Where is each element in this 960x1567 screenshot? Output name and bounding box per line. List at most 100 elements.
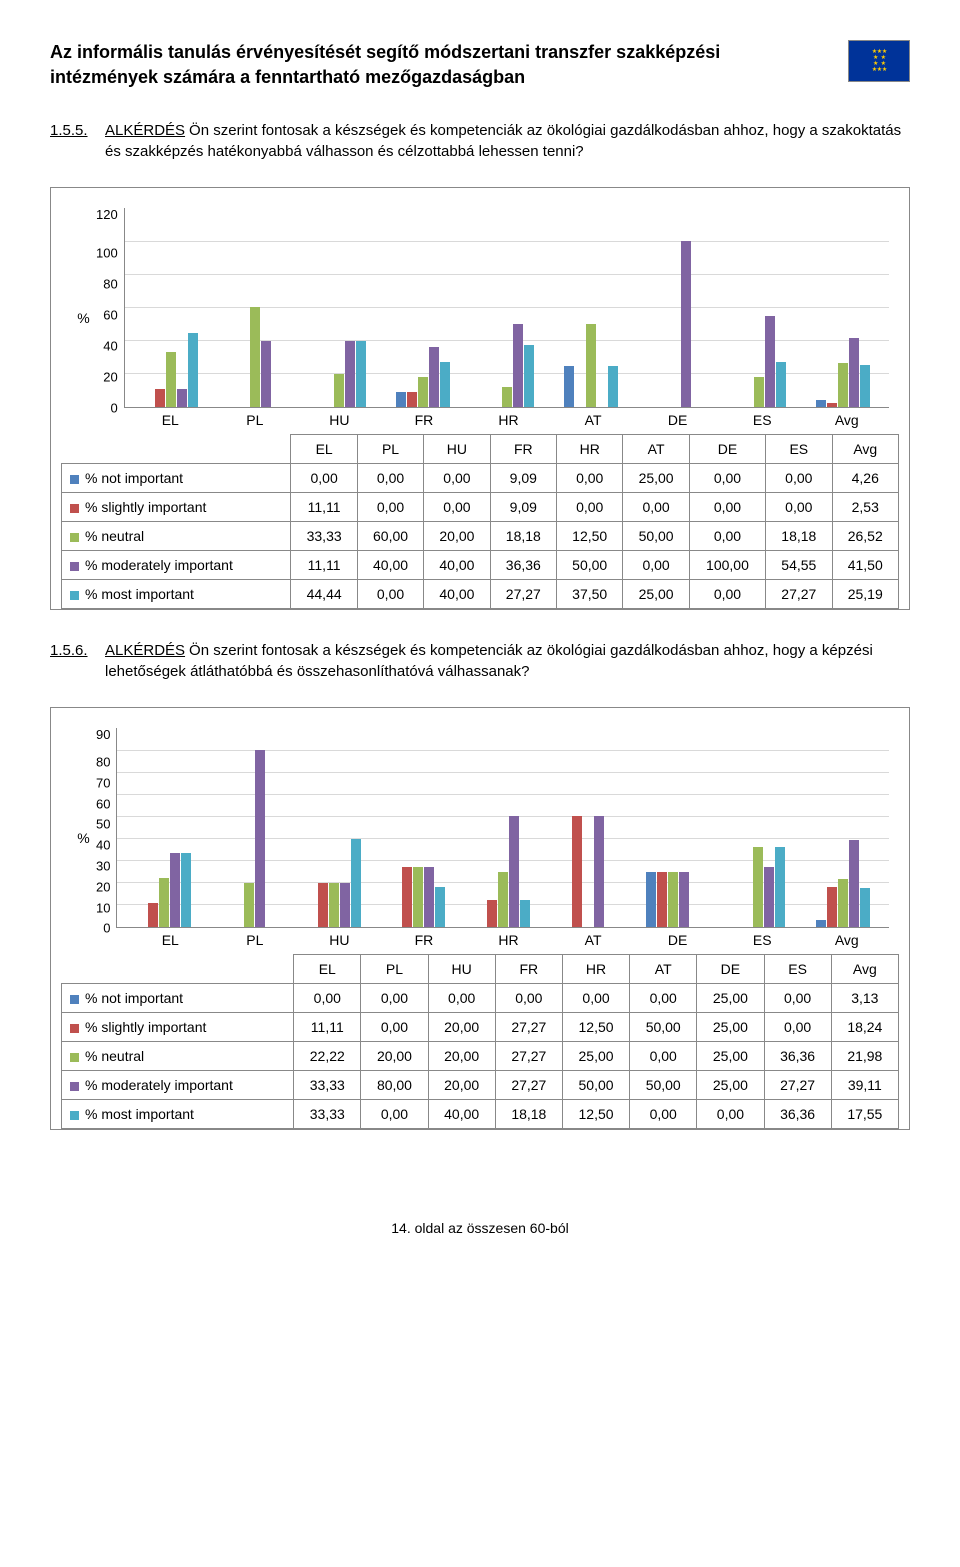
table-cell: 0,00 — [357, 464, 423, 493]
table-header: FR — [490, 435, 556, 464]
table-cell: 25,00 — [697, 1013, 764, 1042]
table-cell: 36,36 — [764, 1042, 831, 1071]
bar — [776, 362, 786, 407]
table-cell: 0,00 — [357, 493, 423, 522]
bar — [753, 847, 763, 928]
x-label: PL — [213, 932, 298, 948]
question-2-body: Ön szerint fontosak a készségek és kompe… — [105, 642, 873, 680]
table-cell: 25,00 — [697, 984, 764, 1013]
bar — [177, 389, 187, 408]
table-cell: 80,00 — [361, 1071, 428, 1100]
bar-group — [631, 872, 716, 928]
bar — [181, 853, 191, 927]
y-tick: 20 — [96, 371, 118, 384]
bar — [849, 840, 859, 927]
legend-swatch — [70, 995, 79, 1004]
legend-swatch — [70, 475, 79, 484]
chart-2-table: ELPLHUFRHRATDEESAvg% not important0,000,… — [61, 954, 899, 1129]
table-cell: 27,27 — [490, 580, 556, 609]
bar-group — [129, 333, 213, 407]
table-cell: 9,09 — [490, 464, 556, 493]
bar — [340, 883, 350, 927]
table-cell: 27,27 — [495, 1042, 562, 1071]
bar — [564, 366, 574, 408]
y-tick: 30 — [96, 859, 110, 872]
bar — [261, 341, 271, 408]
bar-group — [715, 847, 800, 928]
y-tick: 70 — [96, 776, 110, 789]
x-label: PL — [213, 412, 298, 428]
table-cell: 33,33 — [294, 1071, 361, 1100]
table-header: PL — [361, 955, 428, 984]
y-tick: 20 — [96, 880, 110, 893]
table-cell: 40,00 — [424, 551, 490, 580]
bar-group — [546, 816, 631, 927]
question-2-num: 1.5.6. — [50, 640, 105, 682]
table-header: AT — [623, 435, 689, 464]
table-cell: 27,27 — [764, 1071, 831, 1100]
header-title: Az informális tanulás érvényesítését seg… — [50, 40, 770, 90]
x-label: AT — [551, 412, 636, 428]
table-cell: 40,00 — [428, 1100, 495, 1129]
bar — [159, 878, 169, 927]
question-2-label: ALKÉRDÉS — [105, 642, 185, 659]
table-cell: 33,33 — [291, 522, 357, 551]
series-label: % not important — [62, 984, 294, 1013]
bar-group — [461, 816, 546, 927]
bar — [424, 867, 434, 928]
bar — [188, 333, 198, 407]
table-cell: 2,53 — [832, 493, 899, 522]
x-label: DE — [635, 412, 720, 428]
bar — [318, 883, 328, 927]
table-cell: 0,00 — [630, 984, 697, 1013]
bar — [148, 903, 158, 928]
table-cell: 18,24 — [831, 1013, 898, 1042]
table-cell: 0,00 — [557, 493, 623, 522]
table-header: Avg — [831, 955, 898, 984]
legend-swatch — [70, 1053, 79, 1062]
bar — [155, 389, 165, 408]
table-header: ES — [764, 955, 831, 984]
chart-1-bars — [124, 208, 889, 408]
bar-group — [297, 341, 381, 408]
chart-2-y-ticks: 9080706050403020100 — [96, 728, 116, 928]
table-cell: 11,11 — [294, 1013, 361, 1042]
table-cell: 0,00 — [623, 493, 689, 522]
table-header: HR — [562, 955, 629, 984]
chart-1-y-ticks: 120100806040200 — [96, 208, 124, 408]
bar-group — [801, 338, 885, 407]
table-cell: 37,50 — [557, 580, 623, 609]
chart-1-x-labels: ELPLHUFRHRATDEESAvg — [128, 408, 889, 428]
table-cell: 100,00 — [689, 551, 765, 580]
series-label: % slightly important — [62, 493, 291, 522]
y-tick: 120 — [96, 208, 118, 221]
table-cell: 0,00 — [630, 1100, 697, 1129]
series-label: % moderately important — [62, 1071, 294, 1100]
table-cell: 0,00 — [361, 984, 428, 1013]
table-cell: 25,00 — [697, 1071, 764, 1100]
table-cell: 12,50 — [557, 522, 623, 551]
table-cell: 25,00 — [623, 464, 689, 493]
table-header: Avg — [832, 435, 899, 464]
table-cell: 25,00 — [623, 580, 689, 609]
question-1-text: ALKÉRDÉSÖn szerint fontosak a készségek … — [105, 120, 910, 162]
table-cell: 50,00 — [630, 1013, 697, 1042]
bar — [608, 366, 618, 408]
table-cell: 50,00 — [562, 1071, 629, 1100]
table-cell: 0,00 — [562, 984, 629, 1013]
table-cell: 20,00 — [361, 1042, 428, 1071]
series-label: % moderately important — [62, 551, 291, 580]
table-cell: 0,00 — [764, 1013, 831, 1042]
table-cell: 50,00 — [630, 1071, 697, 1100]
x-label: HR — [466, 412, 551, 428]
table-cell: 11,11 — [291, 493, 357, 522]
table-cell: 0,00 — [424, 464, 490, 493]
table-cell: 0,00 — [764, 984, 831, 1013]
x-label: ES — [720, 932, 805, 948]
bar — [681, 241, 691, 408]
table-cell: 0,00 — [557, 464, 623, 493]
chart-1-y-label: % — [71, 208, 96, 428]
bar — [594, 816, 604, 927]
table-cell: 0,00 — [689, 522, 765, 551]
table-cell: 26,52 — [832, 522, 899, 551]
